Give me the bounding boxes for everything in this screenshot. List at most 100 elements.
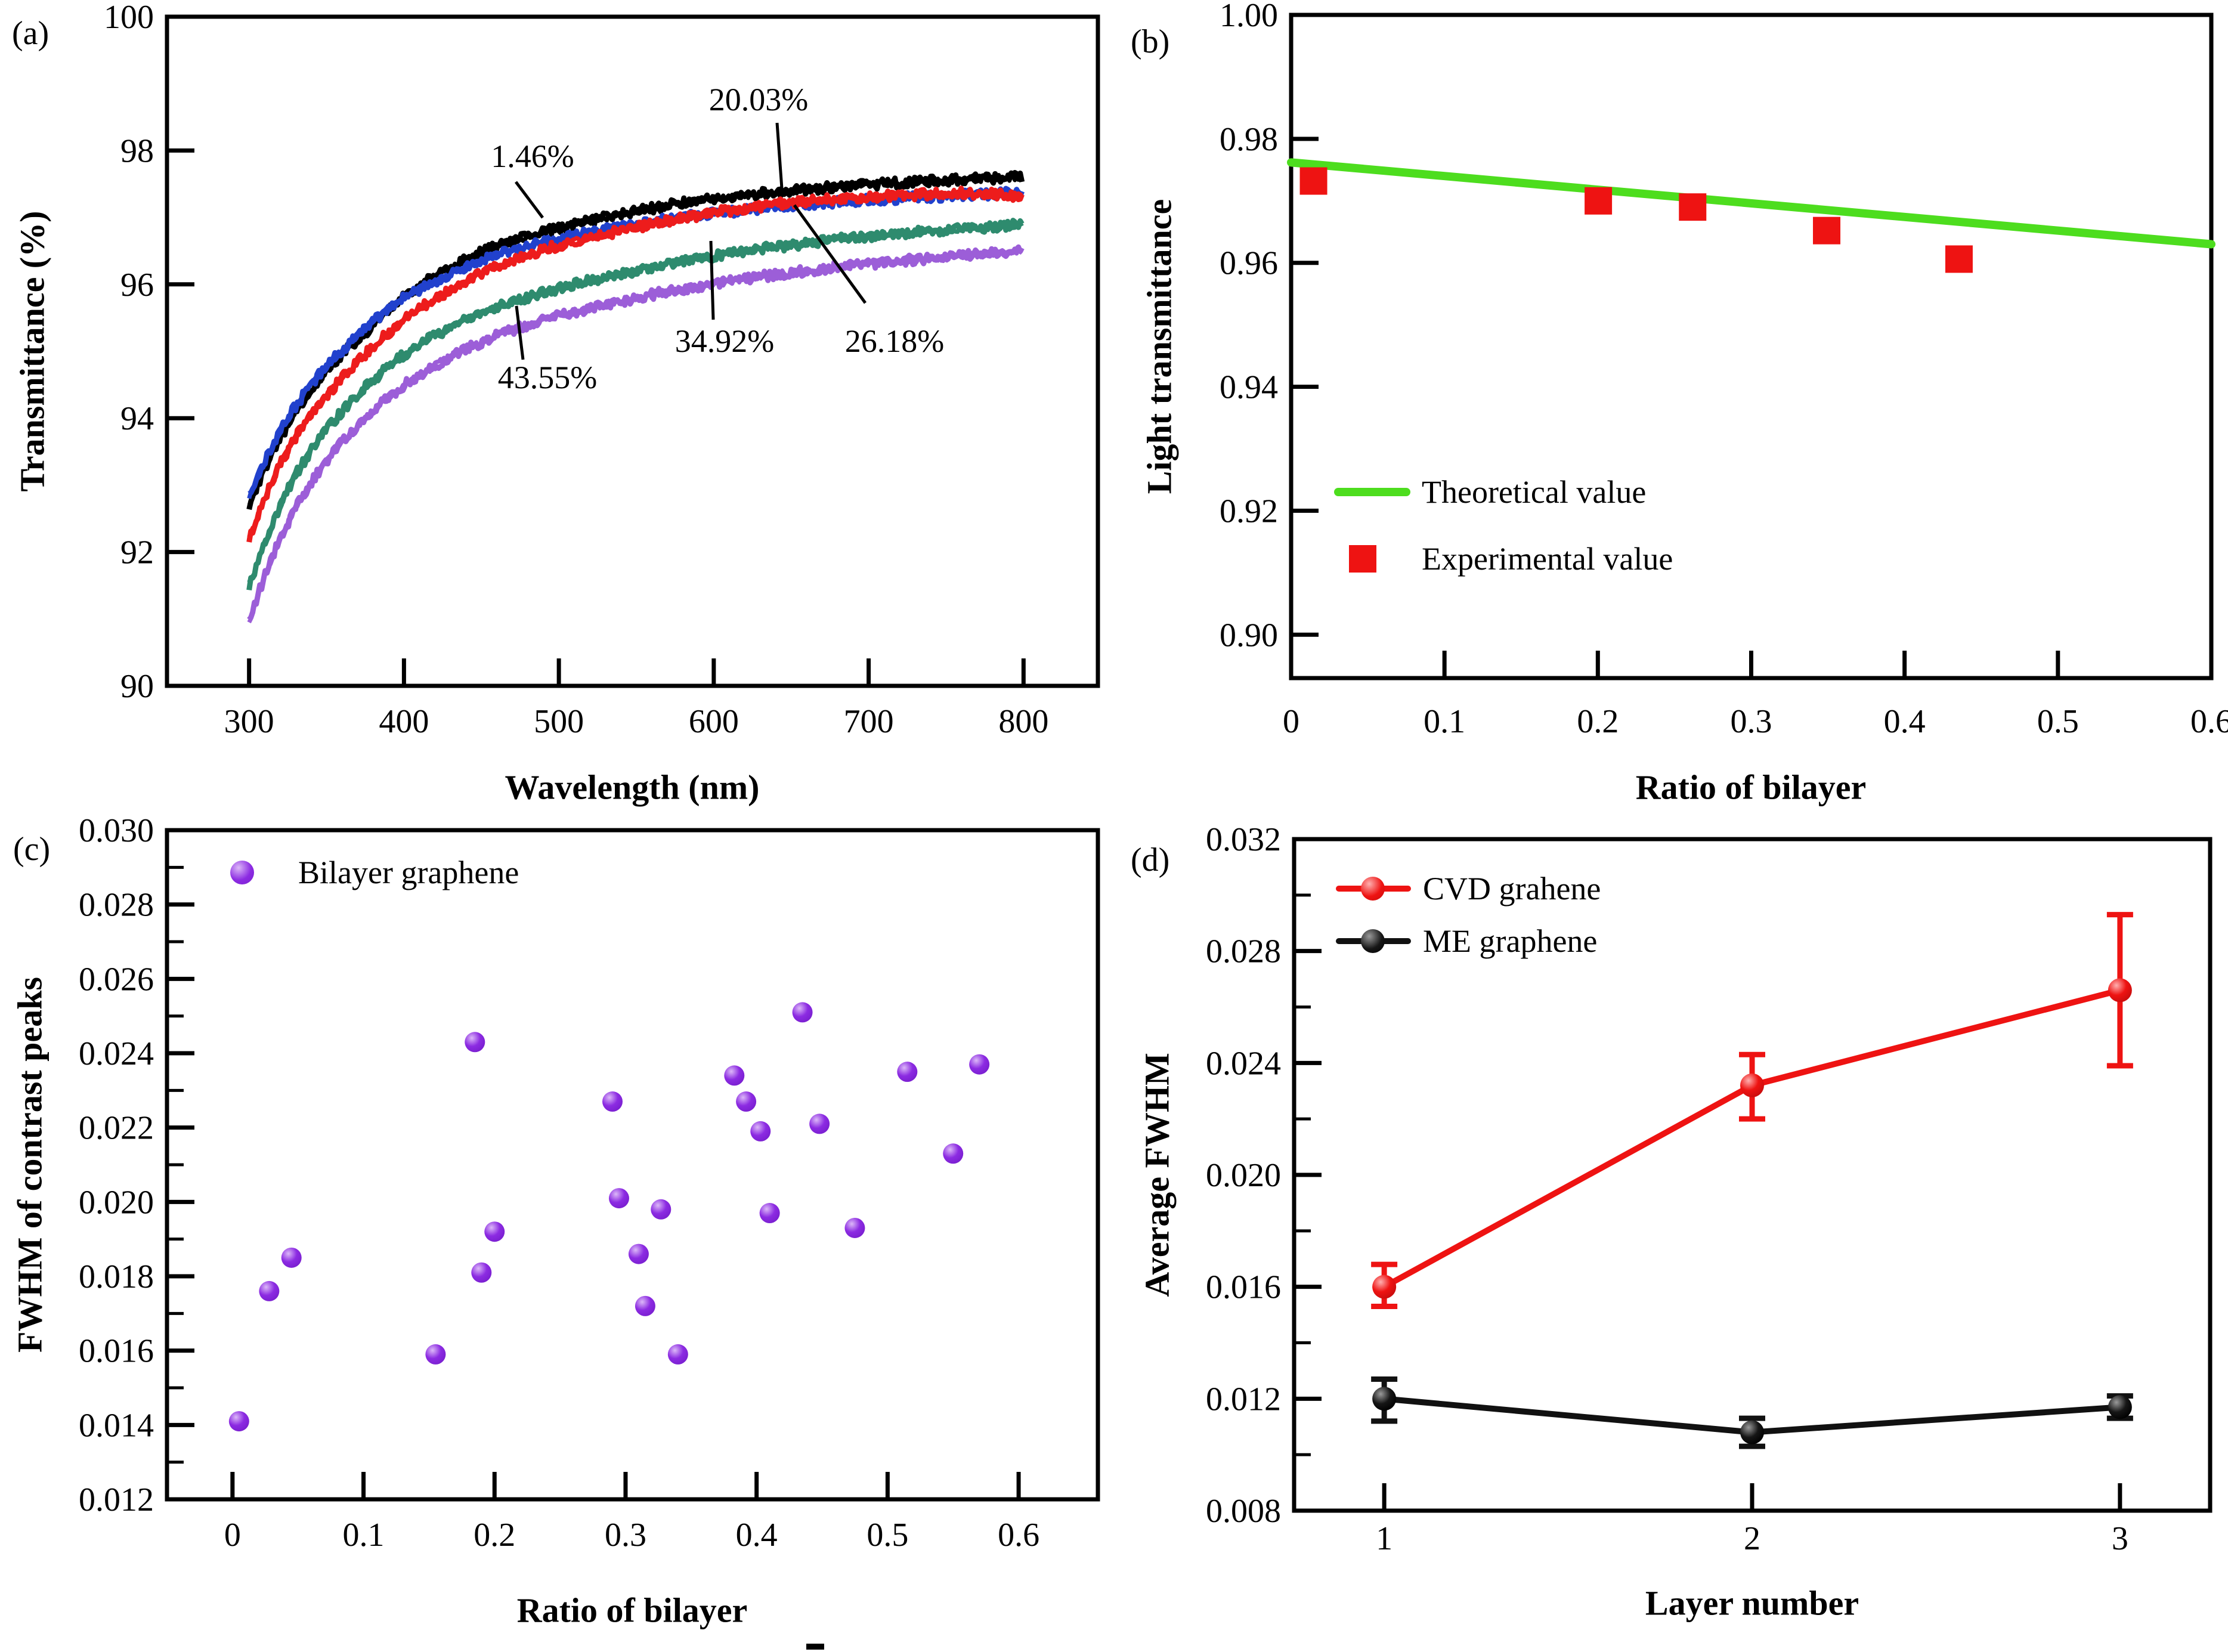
data-dot — [259, 1280, 280, 1301]
x-tick-label: 0.2 — [474, 1517, 515, 1554]
data-dot — [809, 1113, 830, 1134]
data-dot — [792, 1002, 813, 1023]
legend-experimental-square-swatch — [1349, 545, 1376, 573]
data-dot — [943, 1143, 964, 1164]
y-tick-label: 0.026 — [79, 961, 154, 998]
legend-theoretical-line-swatch — [1334, 488, 1410, 496]
data-square — [1945, 245, 1973, 273]
x-tick-label: 500 — [534, 703, 584, 740]
x-tick-label: 300 — [224, 703, 274, 740]
y-tick-label: 90 — [120, 668, 154, 705]
legend-me-dot-swatch — [1361, 929, 1385, 953]
data-dot — [969, 1054, 990, 1075]
series-line-Theoretical value — [1287, 158, 2215, 249]
data-dot — [736, 1091, 757, 1112]
data-square — [1585, 187, 1613, 215]
legend-bilayer-dot-swatch — [230, 861, 254, 884]
legend-cvd-dot-swatch — [1361, 877, 1385, 901]
x-tick-label: 0.6 — [998, 1517, 1039, 1554]
axis-box-c — [165, 828, 1100, 1502]
annotation-leader-line — [515, 181, 544, 219]
y-tick-label: 0.016 — [79, 1333, 154, 1370]
data-dot — [628, 1243, 649, 1264]
data-dot — [228, 1411, 249, 1432]
y-tick-label: 94 — [120, 400, 154, 437]
x-tick-label: 1 — [1376, 1520, 1392, 1557]
series-curve-34.92% — [247, 220, 1024, 583]
y-tick-label: 0.012 — [79, 1481, 154, 1518]
y-tick-label: 0.016 — [1206, 1269, 1281, 1306]
annotation-34-92: 34.92% — [674, 323, 775, 359]
data-point-CVD grahene — [2108, 978, 2132, 1003]
data-dot — [651, 1199, 672, 1220]
data-dot — [667, 1344, 688, 1365]
annotation-26-18: 26.18% — [844, 323, 945, 359]
data-dot — [465, 1032, 485, 1053]
annotation-leader-line — [515, 305, 525, 360]
panel-b-y-axis-label: Light transmittance — [1140, 199, 1179, 494]
data-point-ME graphene — [2108, 1395, 2132, 1419]
panel-a-letter: (a) — [12, 15, 49, 52]
x-tick-label: 0.4 — [736, 1517, 778, 1554]
panel-b-plot: 0 0.1 0.2 0.3 0.4 0.5 0.6 0.90 0.92 0.94 0.96 0.98 1… — [1220, 0, 2228, 740]
annotation-leader-line — [793, 204, 867, 304]
data-dot — [635, 1295, 655, 1316]
x-tick-label: 0.5 — [2037, 703, 2079, 740]
y-tick-label: 0.94 — [1220, 369, 1278, 406]
x-tick-label: 0.4 — [1884, 703, 1926, 740]
annotation-20-03: 20.03% — [708, 82, 809, 117]
x-tick-label: 0 — [224, 1517, 241, 1554]
x-tick-label: 600 — [689, 703, 739, 740]
y-tick-label: 0.92 — [1220, 493, 1278, 530]
data-dot — [724, 1065, 745, 1086]
caption-fragment-mark — [806, 1644, 824, 1650]
y-tick-label: 0.014 — [79, 1407, 154, 1444]
data-dot — [602, 1091, 623, 1112]
y-tick-label: 0.96 — [1220, 245, 1278, 282]
x-tick-label: 400 — [379, 703, 429, 740]
axis-box-b — [1289, 13, 2214, 680]
panel-b-letter: (b) — [1131, 23, 1170, 60]
panel-c-x-axis-label: Ratio of bilayer — [516, 1591, 748, 1630]
x-tick-label: 0 — [1283, 703, 1299, 740]
y-tick-label: 0.020 — [1206, 1157, 1281, 1194]
data-dot — [844, 1217, 865, 1238]
series-line-CVD grahene — [1382, 987, 2121, 1290]
panel-a-x-axis-label: Wavelength (nm) — [505, 768, 760, 807]
panel-d-letter: (d) — [1131, 842, 1170, 878]
x-tick-label: 0.6 — [2190, 703, 2228, 740]
annotation-43-55: 43.55% — [497, 360, 598, 395]
data-dot — [759, 1203, 780, 1224]
data-square — [1813, 216, 1841, 245]
annotation-1-46: 1.46% — [491, 138, 574, 174]
series-curve-43.55% — [247, 248, 1023, 624]
panel-b-x-axis-label: Ratio of bilayer — [1635, 768, 1867, 807]
y-tick-label: 100 — [104, 0, 154, 36]
y-tick-label: 0.024 — [79, 1035, 154, 1072]
panel-a-y-axis-label: Transmittance (%) — [13, 211, 52, 492]
x-tick-label: 3 — [2112, 1520, 2128, 1557]
x-tick-label: 800 — [998, 703, 1048, 740]
data-point-ME graphene — [1372, 1387, 1397, 1411]
series-curve-43.55% — [247, 244, 1025, 621]
x-tick-label: 2 — [1744, 1520, 1760, 1557]
panel-c-letter: (c) — [13, 831, 51, 868]
panel-c-plot: 0 0.1 0.2 0.3 0.4 0.5 0.6 0.012 0.014 0.016 0.018 0… — [79, 812, 1100, 1554]
panel-d-y-axis-label: Average FWHM — [1137, 1053, 1177, 1297]
x-tick-label: 0.1 — [343, 1517, 385, 1554]
legend-cvd-label: CVD grahene — [1423, 871, 1601, 907]
data-point-CVD grahene — [1372, 1274, 1397, 1299]
y-tick-label: 0.98 — [1220, 121, 1278, 158]
y-tick-label: 0.030 — [79, 812, 154, 849]
y-tick-label: 0.024 — [1206, 1045, 1281, 1082]
x-tick-label: 0.3 — [605, 1517, 646, 1554]
y-tick-label: 0.028 — [1206, 933, 1281, 970]
y-tick-label: 0.020 — [79, 1184, 154, 1221]
annotation-leader-line — [775, 122, 784, 189]
legend-bilayer-label: Bilayer graphene — [298, 855, 519, 890]
y-tick-label: 96 — [120, 267, 154, 304]
data-dot — [897, 1062, 918, 1082]
y-tick-label: 0.012 — [1206, 1381, 1281, 1418]
y-tick-label: 0.032 — [1206, 821, 1281, 858]
